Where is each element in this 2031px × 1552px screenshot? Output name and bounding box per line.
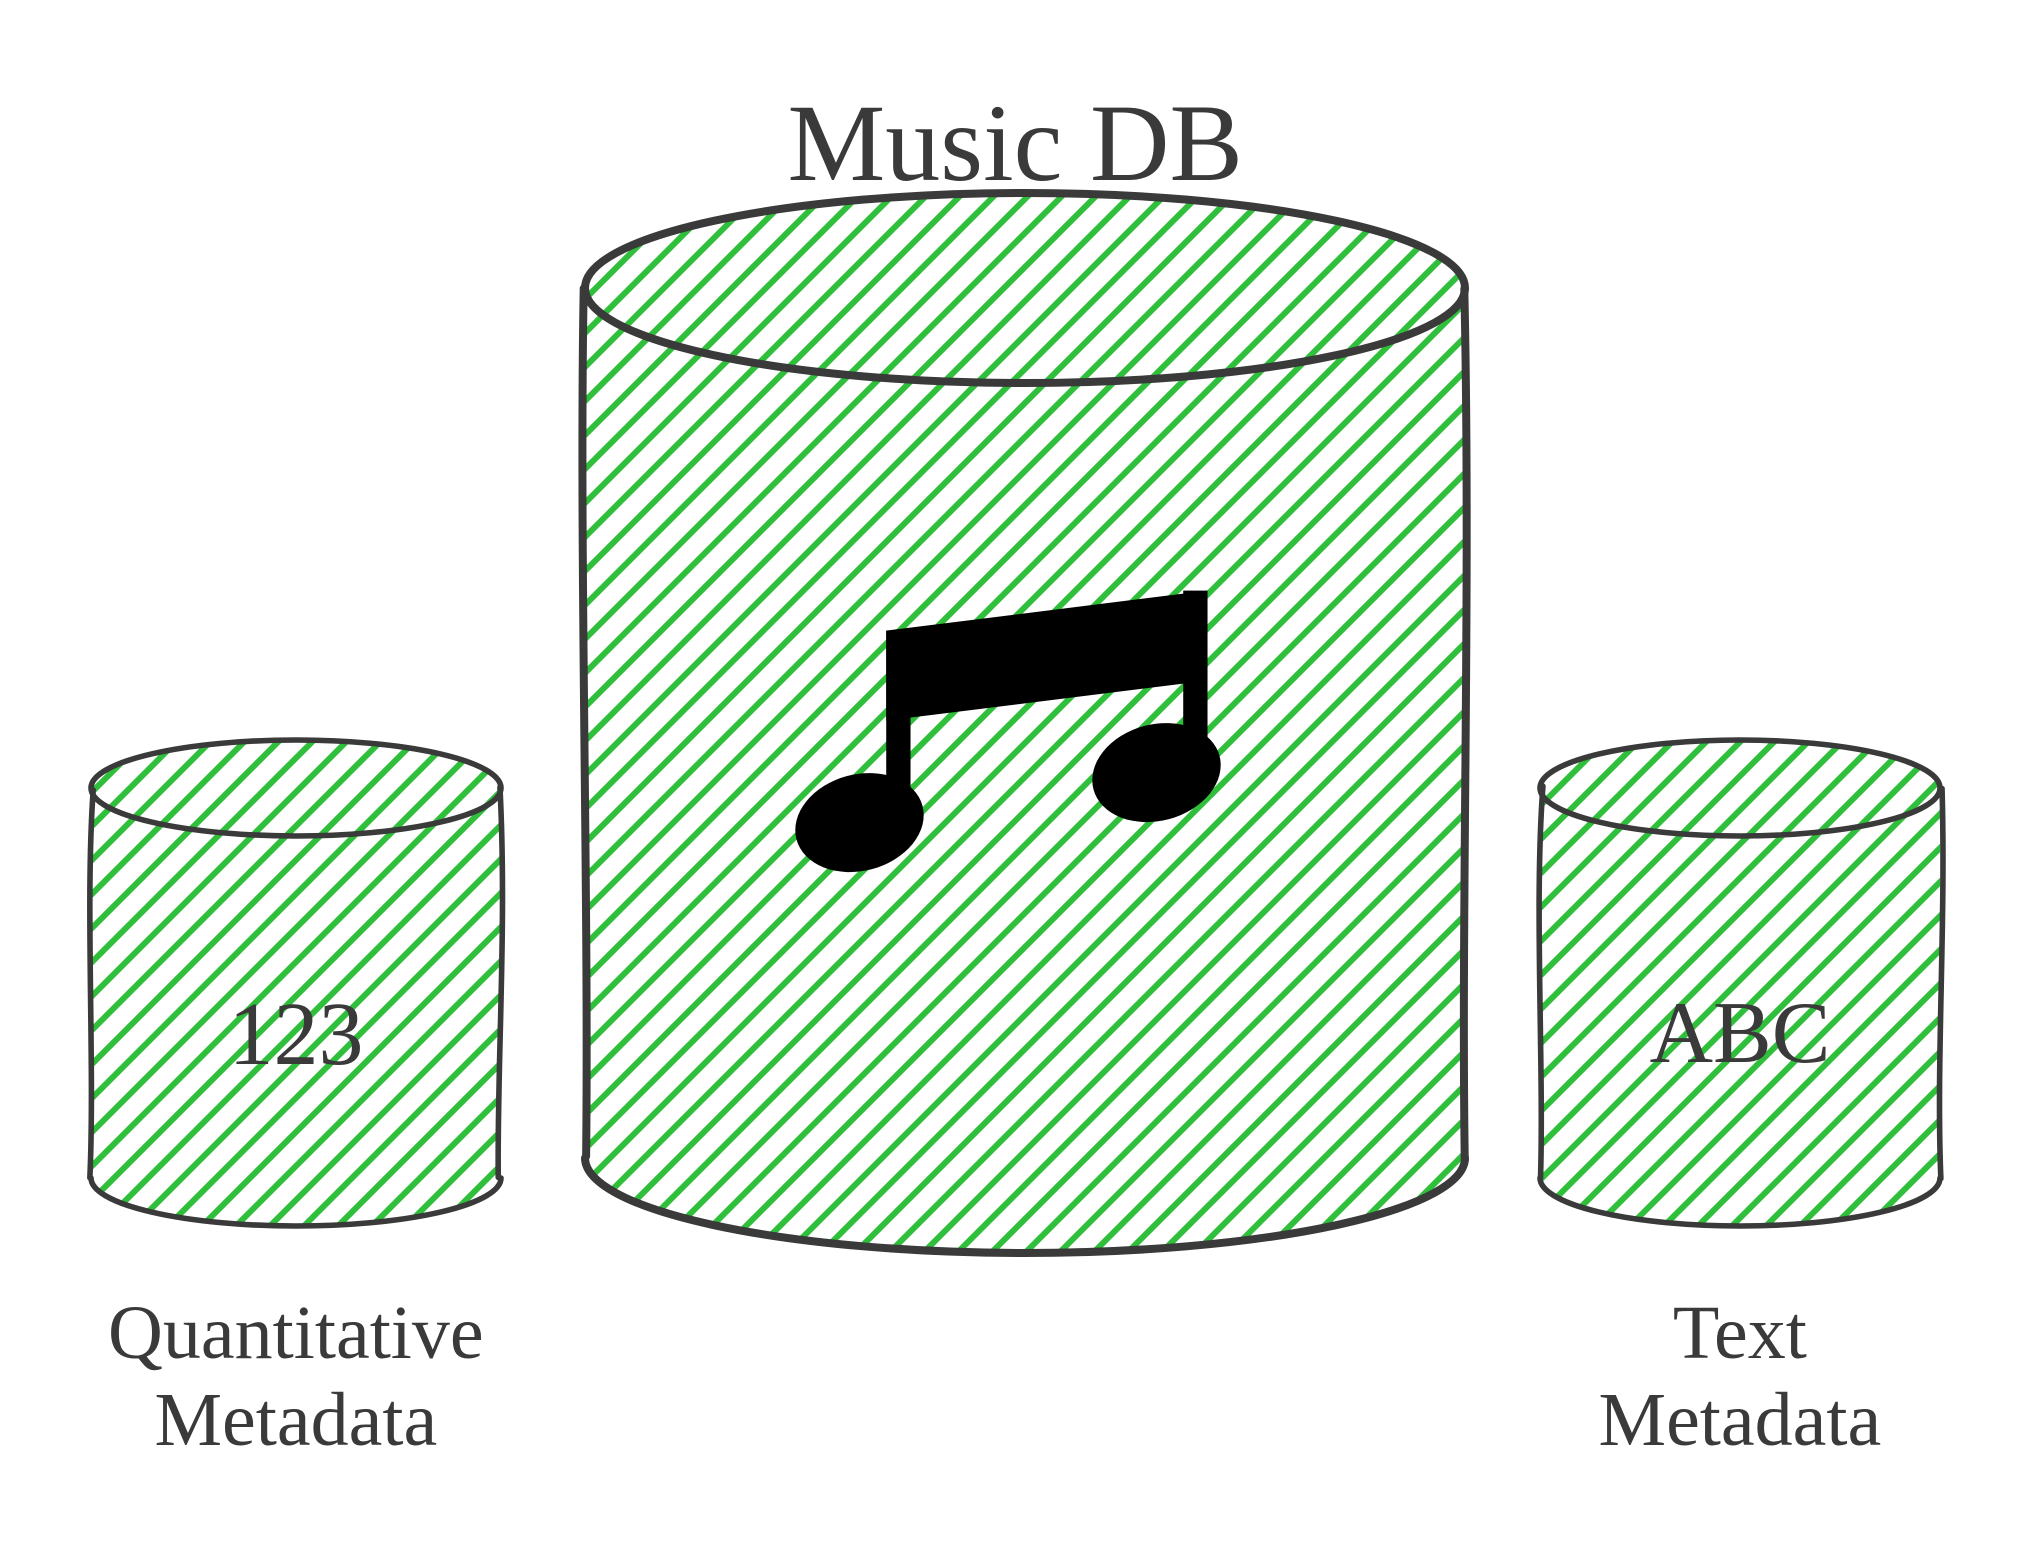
right-cylinder-text: ABC [1650,983,1831,1084]
left-cylinder-caption: Quantitative Metadata [108,1290,484,1465]
right-cylinder-caption: Text Metadata [1599,1290,1882,1465]
diagram-title: Music DB [788,80,1243,207]
diagram-stage: Music DB 123 ABC Quantitative Metadata T… [0,0,2031,1552]
left-cylinder-text: 123 [229,983,364,1087]
center-cylinder [582,193,1466,1253]
